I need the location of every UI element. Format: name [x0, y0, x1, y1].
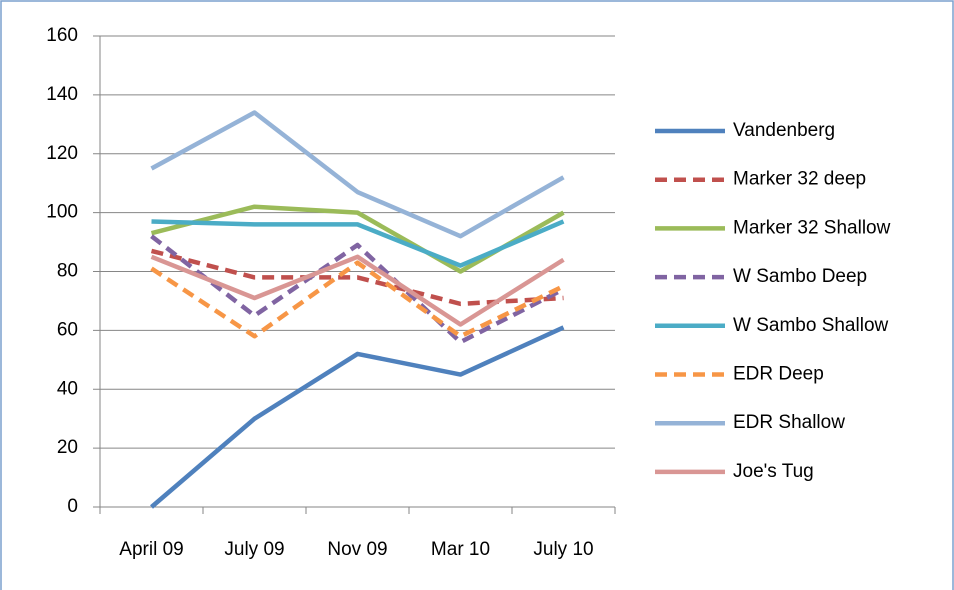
- y-tick-label: 40: [57, 378, 78, 399]
- legend-label: EDR Shallow: [733, 412, 845, 433]
- y-tick-label: 60: [57, 319, 78, 340]
- y-tick-label: 160: [46, 25, 78, 46]
- y-tick-label: 120: [46, 143, 78, 164]
- legend-label: W Sambo Shallow: [733, 315, 889, 336]
- x-tick-label: July 10: [533, 539, 593, 560]
- series-line: [150, 254, 565, 327]
- x-tick-label: July 09: [224, 539, 284, 560]
- series-line: [151, 219, 565, 268]
- x-tick-label: Nov 09: [327, 539, 387, 560]
- legend-label: W Sambo Deep: [733, 266, 867, 287]
- series-line: [150, 234, 565, 345]
- legend-label: EDR Deep: [733, 364, 824, 385]
- x-tick-label: Mar 10: [431, 539, 490, 560]
- y-tick-label: 0: [67, 496, 78, 517]
- y-tick-label: 140: [46, 84, 78, 105]
- legend-label: Vandenberg: [733, 120, 835, 141]
- x-tick-label: April 09: [119, 539, 183, 560]
- legend-label: Joe's Tug: [733, 461, 814, 482]
- legend-label: Marker 32 Shallow: [733, 217, 891, 238]
- y-tick-label: 20: [57, 437, 78, 458]
- legend-label: Marker 32 deep: [733, 169, 866, 190]
- series-line: [150, 260, 565, 339]
- series-line: [150, 110, 565, 239]
- y-tick-label: 100: [46, 202, 78, 223]
- series-line: [150, 325, 565, 509]
- y-tick-label: 80: [57, 261, 78, 282]
